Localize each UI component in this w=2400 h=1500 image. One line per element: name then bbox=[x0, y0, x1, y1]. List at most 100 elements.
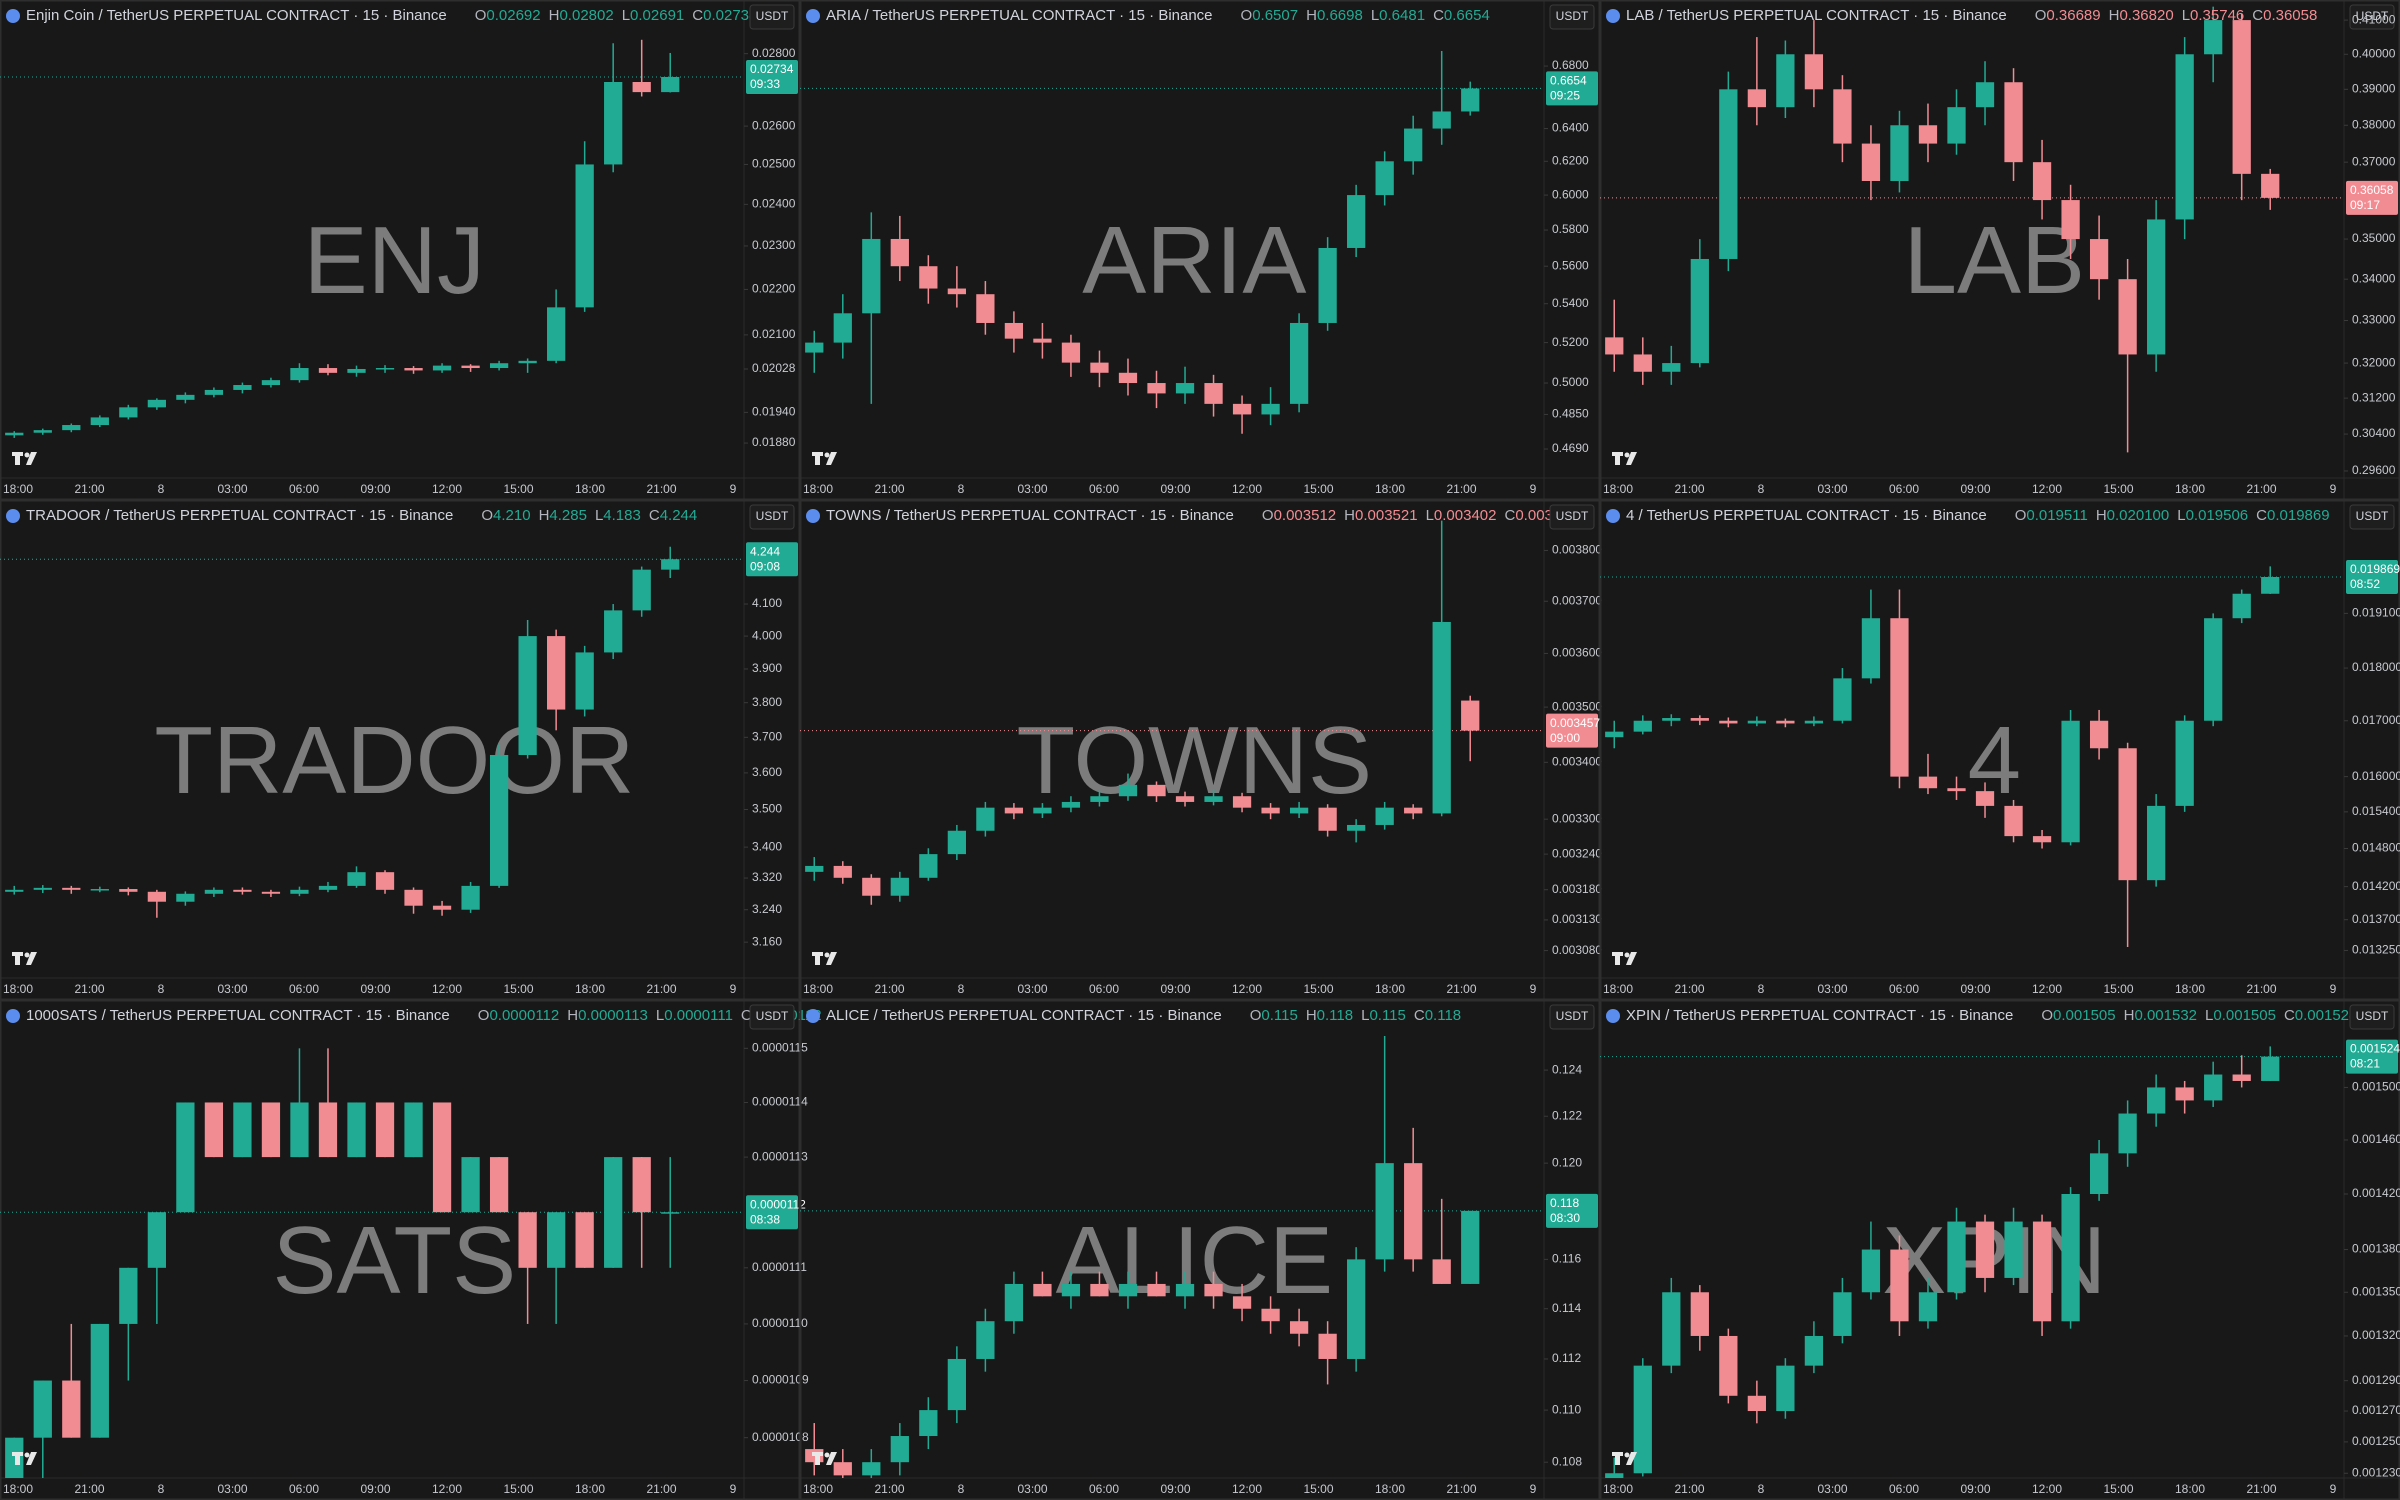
x-tick-label: 21:00 bbox=[74, 1482, 104, 1496]
candle-body bbox=[1804, 1335, 1824, 1366]
tv-logo-wedge bbox=[826, 452, 837, 465]
plot-area: ARIA bbox=[800, 51, 1544, 434]
ohlc-value: 0.019506 bbox=[2186, 507, 2249, 524]
candle-body bbox=[947, 1358, 966, 1411]
x-tick-label: 21:00 bbox=[874, 1482, 904, 1496]
x-tick-label: 12:00 bbox=[2032, 982, 2062, 996]
candle-body bbox=[1890, 125, 1909, 181]
x-tick-label: 09:00 bbox=[360, 982, 390, 996]
y-tick-label: 0.120 bbox=[1552, 1155, 1582, 1169]
price-tag bbox=[746, 59, 798, 94]
candle-body bbox=[90, 417, 109, 426]
y-tick-label: 0.001420 bbox=[2352, 1186, 2400, 1200]
candle-body bbox=[1204, 1283, 1223, 1297]
y-tick-label: 3.800 bbox=[752, 695, 782, 709]
symbol-title: ARIA / TetherUS PERPETUAL CONTRACT · 15 … bbox=[826, 7, 1213, 24]
x-tick-label: 18:00 bbox=[1375, 982, 1405, 996]
watermark: TRADOOR bbox=[154, 707, 634, 814]
x-tick-label: 8 bbox=[158, 482, 165, 496]
candle-body bbox=[2232, 593, 2251, 619]
candle-body bbox=[1947, 107, 1966, 144]
candle-body bbox=[1633, 354, 1652, 372]
candle-body bbox=[5, 432, 24, 436]
x-tick-label: 12:00 bbox=[432, 1482, 462, 1496]
x-tick-label: 12:00 bbox=[1232, 1482, 1262, 1496]
candle-body bbox=[2032, 1221, 2052, 1322]
ohlc-value: 0.019511 bbox=[2026, 507, 2087, 524]
x-tick-label: 09:00 bbox=[1160, 1482, 1190, 1496]
candle-body bbox=[661, 1212, 680, 1214]
x-tick-label: 03:00 bbox=[1817, 482, 1847, 496]
quote-label: USDT bbox=[756, 1009, 789, 1023]
tv-logo-shape bbox=[1612, 452, 1623, 465]
candle-body bbox=[1804, 54, 1824, 90]
x-tick-label: 9 bbox=[2330, 482, 2337, 496]
quote-box bbox=[2349, 1004, 2395, 1030]
candle-body bbox=[1318, 1333, 1337, 1359]
ohlc-key: H bbox=[1306, 1007, 1317, 1024]
y-tick-label: 0.0000113 bbox=[752, 1149, 808, 1163]
candle-body bbox=[1861, 618, 1881, 679]
candle-body bbox=[33, 887, 52, 890]
tv-logo-dot bbox=[1624, 452, 1630, 458]
candle-body bbox=[1318, 807, 1337, 831]
y-tick-label: 0.003300 bbox=[1552, 811, 1602, 825]
ohlc-value: 0.003402 bbox=[1434, 507, 1497, 524]
candle-body bbox=[919, 1410, 938, 1437]
candle-body bbox=[90, 889, 109, 891]
x-tick-label: 09:00 bbox=[1960, 982, 1990, 996]
y-tick-label: 0.6200 bbox=[1552, 153, 1589, 167]
candle-body bbox=[833, 313, 852, 343]
x-tick-label: 8 bbox=[158, 982, 165, 996]
x-tick-label: 18:00 bbox=[575, 482, 605, 496]
ohlc-key: L bbox=[1371, 7, 1379, 24]
y-tick-label: 0.001270 bbox=[2352, 1403, 2400, 1417]
candle-body bbox=[2147, 219, 2166, 355]
candle-body bbox=[862, 1462, 881, 1476]
tv-logo-wedge bbox=[1626, 452, 1637, 465]
ohlc-value: 4.183 bbox=[603, 507, 641, 524]
candle-body bbox=[805, 342, 824, 353]
ohlc-value: 0.6507 bbox=[1252, 7, 1298, 24]
y-tick-label: 0.02028 bbox=[752, 361, 796, 375]
x-tick-label: 18:00 bbox=[1375, 482, 1405, 496]
candle-body bbox=[375, 1102, 395, 1158]
candle-body bbox=[1776, 1365, 1795, 1412]
x-tick-label: 15:00 bbox=[503, 482, 533, 496]
tv-logo-wedge bbox=[26, 1452, 37, 1465]
price-tag bbox=[1546, 1193, 1598, 1228]
tv-logo bbox=[12, 952, 37, 965]
chart-header: 1000SATS / TetherUS PERPETUAL CONTRACT ·… bbox=[26, 1007, 822, 1024]
tv-logo-shape bbox=[1612, 1452, 1623, 1465]
chart-panel: ALICE ALICE / TetherUS PERPETUAL CONTRACT… bbox=[799, 999, 1601, 1500]
candle-body bbox=[1147, 383, 1166, 394]
candle-body bbox=[1347, 195, 1366, 248]
candle-body bbox=[176, 394, 195, 400]
candle-body bbox=[2061, 1193, 2080, 1322]
ohlc-value: 0.6698 bbox=[1317, 7, 1363, 24]
y-tick-label: 0.02600 bbox=[752, 118, 796, 132]
chart-header: ALICE / TetherUS PERPETUAL CONTRACT · 15… bbox=[826, 1007, 1461, 1024]
tv-logo-wedge bbox=[1626, 952, 1637, 965]
candle-body bbox=[2261, 576, 2280, 594]
y-tick-label: 0.018000 bbox=[2352, 660, 2400, 674]
candle-body bbox=[1147, 784, 1166, 797]
candle-body bbox=[547, 307, 566, 361]
candle-body bbox=[2089, 720, 2109, 749]
y-tick-label: 0.0000109 bbox=[752, 1373, 809, 1387]
price-tag-countdown: 09:25 bbox=[1550, 89, 1580, 103]
price-tag bbox=[746, 1195, 798, 1230]
candle-body bbox=[2118, 748, 2137, 881]
x-tick-label: 8 bbox=[1758, 1482, 1765, 1496]
candle-body bbox=[290, 368, 309, 381]
candle-body bbox=[318, 1102, 338, 1158]
candle-body bbox=[805, 865, 824, 872]
x-tick-label: 15:00 bbox=[1303, 1482, 1333, 1496]
x-tick-label: 06:00 bbox=[289, 982, 319, 996]
candle-body bbox=[290, 1102, 309, 1158]
candle-body bbox=[1461, 88, 1480, 112]
ohlc-key: H bbox=[2096, 507, 2107, 524]
y-tick-label: 0.003080 bbox=[1552, 943, 1602, 957]
